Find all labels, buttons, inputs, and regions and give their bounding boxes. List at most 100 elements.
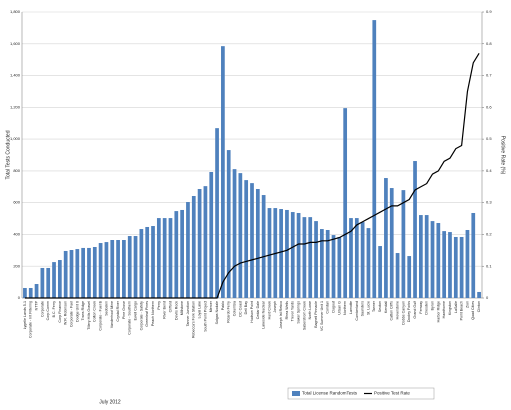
x-tick-label: Grand Gulf bbox=[413, 301, 417, 319]
x-tick-label: Corporate - Fuel B bbox=[99, 300, 103, 330]
x-tick-label: B.C. Ferry bbox=[52, 301, 56, 318]
legend-label: Positive Test Rate bbox=[374, 391, 410, 396]
bar bbox=[320, 229, 324, 298]
x-tick-label: Dresden bbox=[425, 301, 429, 315]
x-tick-label: Greenleaf Pines bbox=[145, 301, 149, 327]
bar bbox=[28, 287, 33, 298]
bar bbox=[174, 211, 179, 298]
y2-tick-label: 0.4 bbox=[486, 168, 492, 173]
x-tick-label: South Point Project bbox=[203, 301, 207, 332]
bar bbox=[453, 236, 458, 298]
x-tick-label: Quad Cities bbox=[471, 301, 475, 320]
x-tick-label: Trevor Yards bbox=[291, 301, 295, 322]
x-tick-label: DC Coast bbox=[238, 301, 242, 317]
y-tick-label: 200 bbox=[13, 263, 20, 268]
x-tick-label: Dobbs Canyon bbox=[401, 301, 405, 325]
x-tick-label: Fenway bbox=[419, 301, 423, 314]
bar bbox=[401, 190, 406, 298]
bar bbox=[69, 250, 74, 298]
bar bbox=[343, 108, 348, 298]
bar bbox=[384, 178, 388, 298]
y-tick-label: 1,000 bbox=[10, 136, 21, 141]
bar bbox=[255, 189, 260, 298]
y2-tick-label: 0.6 bbox=[486, 104, 492, 109]
x-tick-label: Perry bbox=[157, 301, 161, 310]
bar bbox=[418, 215, 423, 298]
x-tick-label: Colton Creek bbox=[93, 301, 97, 322]
x-tick-label: Dugout bbox=[331, 301, 335, 313]
x-tick-label: Tillery Hills Gravel bbox=[87, 301, 91, 330]
bar bbox=[221, 46, 225, 299]
x-tick-label: Bagnell Pinnacle bbox=[314, 301, 318, 328]
y2-tick-label: 0.7 bbox=[486, 73, 492, 78]
x-tick-label: Clifford bbox=[168, 301, 172, 312]
bar bbox=[215, 128, 219, 298]
x-tick-label: Corporate - Safety bbox=[139, 301, 143, 331]
y2-tick-label: 0.3 bbox=[486, 200, 492, 205]
bar bbox=[424, 215, 429, 298]
bar bbox=[52, 262, 56, 298]
x-tick-label: Pine Grove bbox=[122, 301, 126, 319]
x-tick-label: St. Lucie bbox=[366, 301, 370, 315]
x-tick-label: Joseph bbox=[273, 301, 277, 313]
x-tick-label: Trans Ridge bbox=[81, 301, 85, 320]
x-tick-label: Hawthorne bbox=[442, 301, 446, 318]
legend bbox=[287, 387, 435, 400]
bar bbox=[34, 284, 39, 298]
x-tick-label: Corporate - Southern bbox=[128, 301, 132, 335]
bar bbox=[57, 260, 62, 298]
bar bbox=[116, 240, 120, 298]
bar bbox=[122, 240, 126, 298]
x-tick-label: Corporate bbox=[40, 301, 44, 317]
y-tick-label: 800 bbox=[13, 168, 20, 173]
bar bbox=[436, 223, 441, 298]
bar bbox=[349, 218, 353, 298]
y-tick-label: 0 bbox=[18, 295, 21, 300]
bar bbox=[156, 218, 161, 298]
bar bbox=[104, 242, 109, 298]
bar bbox=[285, 209, 289, 298]
bar bbox=[407, 256, 412, 298]
bar bbox=[162, 218, 167, 298]
x-tick-label: Lamotte bbox=[349, 301, 353, 314]
x-tick-label: Hoverstone bbox=[396, 301, 400, 319]
bar bbox=[238, 173, 243, 298]
bar bbox=[267, 208, 272, 298]
bar bbox=[139, 229, 144, 298]
bar bbox=[471, 212, 476, 298]
x-tick-label: Columbia bbox=[232, 301, 236, 316]
bar bbox=[378, 246, 382, 298]
y-tick-label: 1,200 bbox=[10, 104, 21, 109]
bar bbox=[46, 267, 51, 298]
x-tick-label: Tanner Junction bbox=[186, 301, 190, 326]
x-tick-label: Vanderhoof Mine bbox=[110, 301, 114, 328]
bar bbox=[465, 229, 470, 298]
x-tick-label: North Lowe bbox=[308, 301, 312, 319]
bar bbox=[314, 221, 318, 298]
x-tick-label: Corp Comm bbox=[46, 301, 50, 320]
x-tick-label: Dodge Unit 6 bbox=[75, 301, 79, 322]
x-tick-label: Ewell Cargo bbox=[133, 301, 137, 320]
bar bbox=[98, 243, 103, 298]
x-tick-label: W.R. Robinson bbox=[64, 301, 68, 325]
bar bbox=[186, 202, 190, 298]
bar bbox=[151, 226, 155, 298]
x-tick-label: Dooley Forks bbox=[407, 301, 411, 322]
bar bbox=[110, 240, 115, 298]
bar bbox=[302, 217, 307, 298]
x-tick-label: Lygelle Lands 5-1 bbox=[23, 301, 27, 329]
bar bbox=[145, 226, 150, 298]
y2-tick-label: 0.2 bbox=[486, 232, 492, 237]
bar bbox=[296, 212, 301, 298]
y-tick-label: 1,400 bbox=[10, 73, 21, 78]
bar bbox=[477, 291, 481, 298]
x-tick-label: Solgas Nodale bbox=[215, 301, 219, 324]
x-tick-label: Corporate - Fuel bbox=[69, 301, 73, 327]
bar bbox=[75, 249, 80, 298]
bar bbox=[459, 236, 464, 298]
bar bbox=[197, 189, 202, 298]
bar bbox=[203, 186, 208, 298]
bar bbox=[250, 183, 254, 298]
y-tick-label: 400 bbox=[13, 232, 20, 237]
x-tick-label: Loyal Lake bbox=[198, 301, 202, 318]
